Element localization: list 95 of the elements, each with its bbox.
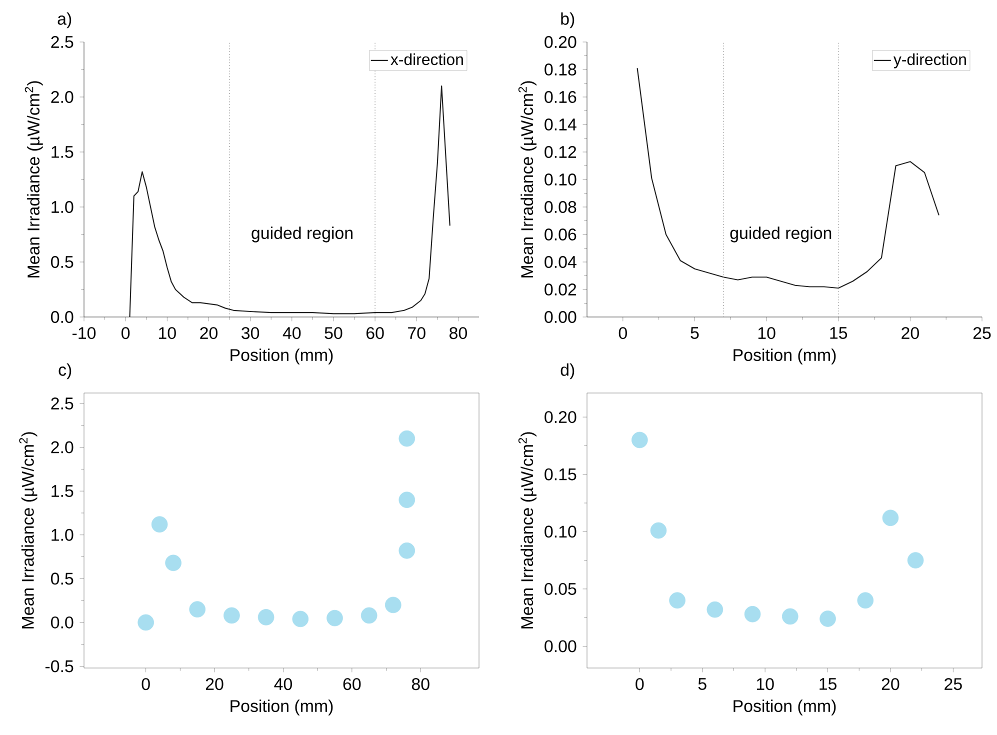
y-tick-label: 0.00 — [544, 640, 576, 652]
x-tick-label: 0 — [142, 678, 150, 690]
y-tick-label: 1.0 — [52, 200, 74, 213]
point — [857, 592, 874, 609]
y-tick-label: 0.15 — [544, 468, 576, 480]
legend-label: x-direction — [390, 53, 463, 66]
x-tick-label: 40 — [282, 327, 301, 340]
y-tick-label: 0.16 — [544, 90, 576, 103]
point — [138, 614, 154, 631]
x-tick-label: 20 — [206, 678, 224, 690]
y-tick-label: 0.00 — [544, 310, 576, 323]
annotation: guided region — [252, 226, 352, 242]
x-tick-label: 20 — [902, 327, 919, 340]
point — [782, 608, 798, 625]
y-tick-label: 0.10 — [544, 526, 576, 538]
legend-label: y-direction — [893, 53, 966, 68]
y-tick-label: 0.06 — [544, 228, 576, 240]
point — [292, 610, 309, 628]
x-tick-label: 30 — [242, 327, 260, 340]
y-tick-label: 0.02 — [544, 283, 576, 296]
x-tick-label: 25 — [944, 678, 962, 690]
y-tick-label: 2.0 — [51, 441, 74, 454]
y-tick-label: 0.08 — [544, 200, 576, 213]
point — [398, 542, 416, 559]
x-tick-label: 50 — [324, 327, 342, 340]
x-tick-label: 5 — [698, 678, 706, 690]
x-tick-label: 10 — [756, 678, 774, 690]
x-tick-label: 60 — [343, 678, 361, 690]
chart-title: d) — [560, 363, 574, 380]
y-axis-title: Mean Irradiance (µW/cm$^{2}$) — [518, 432, 536, 628]
point — [189, 601, 206, 618]
point — [882, 510, 899, 526]
x-axis-title: Position (mm) — [230, 348, 333, 364]
y-tick-label: 0.10 — [544, 173, 576, 186]
point — [669, 592, 686, 609]
x-tick-label: 20 — [882, 678, 900, 690]
x-tick-label: 15 — [830, 327, 848, 339]
y-tick-label: 1.5 — [52, 146, 74, 158]
y-tick-label: 0.5 — [51, 256, 74, 268]
x-tick-label: 40 — [274, 678, 292, 690]
y-tick-label: 2.5 — [51, 36, 74, 48]
y-tick-label: 0.20 — [544, 411, 576, 424]
y-tick-label: 2.0 — [51, 90, 74, 103]
x-tick-label: 80 — [412, 678, 430, 690]
point — [650, 522, 667, 539]
y-tick-label: 1.5 — [52, 485, 74, 498]
point — [398, 430, 416, 447]
point — [820, 610, 836, 627]
y-tick-label: 0.05 — [544, 582, 576, 595]
y-tick-label: 2.5 — [51, 398, 74, 410]
y-tick-label: 0.0 — [51, 616, 74, 628]
x-tick-label: 20 — [200, 327, 218, 340]
x-tick-label: 60 — [366, 327, 384, 340]
x-tick-label: -10 — [72, 327, 96, 340]
x-tick-label: 10 — [159, 327, 176, 340]
y-tick-label: 0.18 — [544, 63, 576, 76]
point — [326, 610, 343, 626]
point — [224, 607, 240, 624]
annotation: guided region — [730, 226, 832, 242]
x-tick-label: 0 — [122, 327, 130, 340]
x-tick-label: 10 — [758, 327, 776, 340]
y-axis-title: Mean Irradiance (µW/cm$^{2}$) — [24, 81, 43, 278]
point — [165, 554, 182, 572]
point — [398, 492, 416, 508]
x-tick-label: 80 — [450, 327, 467, 340]
point — [360, 607, 378, 624]
x-tick-label: 0 — [636, 678, 644, 690]
point — [258, 609, 274, 626]
point — [706, 601, 724, 618]
chart-title: c) — [58, 363, 72, 380]
point — [384, 596, 402, 614]
x-axis-title: Position (mm) — [734, 348, 836, 364]
y-tick-label: 0.14 — [544, 118, 576, 130]
point — [744, 606, 761, 622]
y-tick-label: 0.0 — [51, 310, 74, 323]
y-tick-label: -0.5 — [45, 660, 74, 672]
chart-title: a) — [58, 12, 72, 28]
x-tick-label: 70 — [408, 327, 426, 340]
x-tick-label: 0 — [618, 327, 627, 340]
x-axis-title: Position (mm) — [734, 700, 836, 716]
x-tick-label: 25 — [973, 327, 991, 340]
y-axis-title: Mean Irradiance (µW/cm$^{2}$) — [19, 432, 38, 628]
y-tick-label: 0.20 — [544, 36, 576, 48]
point — [151, 516, 168, 533]
chart-title: b) — [561, 12, 574, 28]
y-tick-label: 1.0 — [52, 528, 74, 541]
point — [907, 552, 924, 568]
x-tick-label: 5 — [690, 327, 699, 339]
y-tick-label: 0.12 — [544, 146, 576, 158]
x-tick-label: 15 — [820, 678, 836, 690]
x-axis-title: Position (mm) — [230, 700, 333, 716]
y-axis-title: Mean Irradiance (µW/cm$^{2}$) — [518, 81, 536, 278]
y-tick-label: 0.5 — [51, 572, 74, 585]
y-tick-label: 0.04 — [544, 256, 576, 268]
point — [632, 432, 648, 448]
